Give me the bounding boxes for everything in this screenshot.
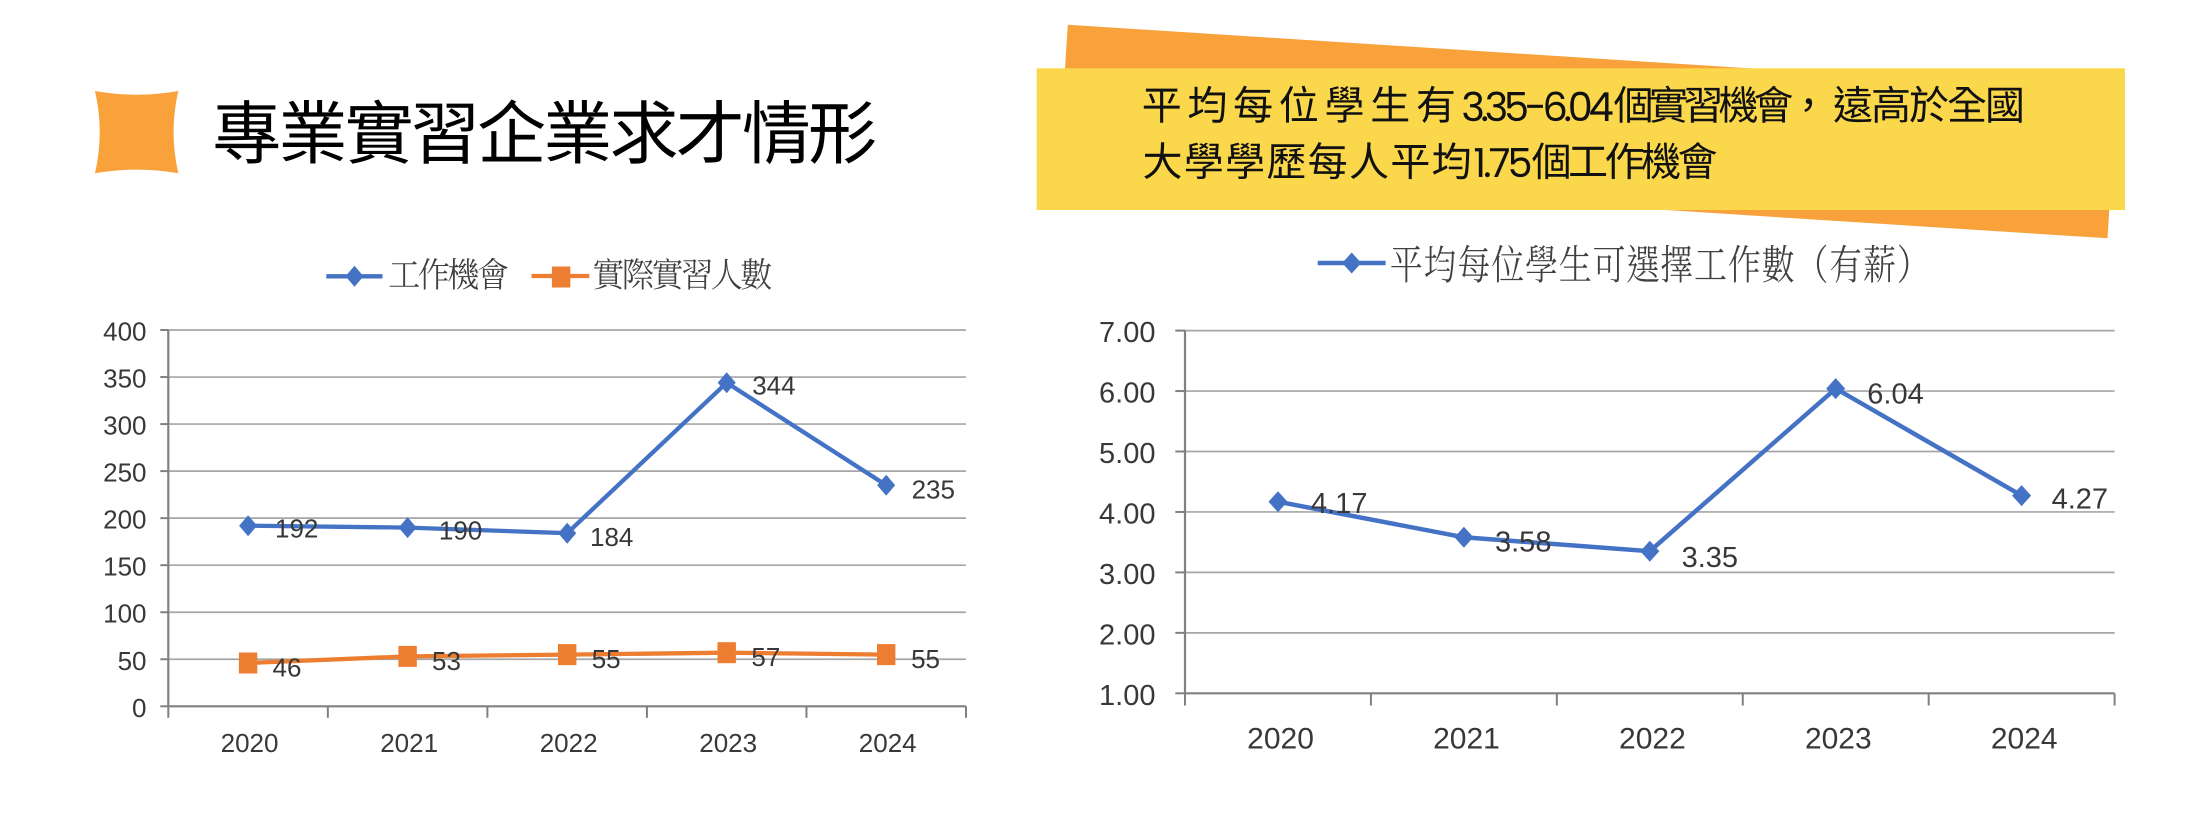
svg-text:192: 192 — [275, 514, 318, 544]
svg-text:190: 190 — [439, 516, 482, 546]
svg-text:2020: 2020 — [1247, 723, 1314, 756]
svg-text:1.00: 1.00 — [1099, 680, 1155, 712]
svg-text:235: 235 — [912, 475, 955, 505]
svg-text:100: 100 — [103, 599, 146, 629]
svg-text:2024: 2024 — [1991, 723, 2058, 756]
svg-text:7.00: 7.00 — [1099, 317, 1155, 349]
svg-text:4.00: 4.00 — [1099, 499, 1155, 531]
svg-text:0: 0 — [132, 693, 146, 723]
svg-text:2023: 2023 — [1805, 723, 1872, 756]
svg-text:4.17: 4.17 — [1311, 488, 1367, 520]
svg-text:400: 400 — [103, 317, 146, 347]
svg-text:2023: 2023 — [699, 728, 757, 758]
svg-text:344: 344 — [752, 371, 795, 401]
svg-text:50: 50 — [118, 646, 147, 676]
svg-text:350: 350 — [103, 364, 146, 394]
svg-text:2021: 2021 — [1433, 723, 1500, 756]
svg-text:2.00: 2.00 — [1099, 619, 1155, 651]
svg-text:250: 250 — [103, 458, 146, 488]
svg-text:46: 46 — [273, 653, 302, 683]
svg-text:2020: 2020 — [221, 728, 279, 758]
svg-text:3.35: 3.35 — [1682, 542, 1738, 574]
svg-text:55: 55 — [911, 644, 940, 674]
svg-text:2024: 2024 — [859, 728, 917, 758]
svg-text:6.00: 6.00 — [1099, 378, 1155, 410]
svg-text:2022: 2022 — [540, 728, 598, 758]
svg-text:57: 57 — [751, 642, 780, 672]
svg-text:53: 53 — [432, 646, 461, 676]
svg-text:200: 200 — [103, 505, 146, 535]
svg-text:3.58: 3.58 — [1495, 526, 1551, 558]
svg-text:4.27: 4.27 — [2052, 483, 2108, 515]
svg-text:150: 150 — [103, 552, 146, 582]
svg-text:300: 300 — [103, 411, 146, 441]
svg-text:2022: 2022 — [1619, 723, 1686, 756]
svg-text:55: 55 — [592, 644, 621, 674]
svg-text:2021: 2021 — [380, 728, 438, 758]
svg-text:184: 184 — [590, 522, 633, 552]
svg-text:6.04: 6.04 — [1867, 378, 1923, 410]
svg-text:3.00: 3.00 — [1099, 559, 1155, 591]
svg-text:5.00: 5.00 — [1099, 438, 1155, 470]
